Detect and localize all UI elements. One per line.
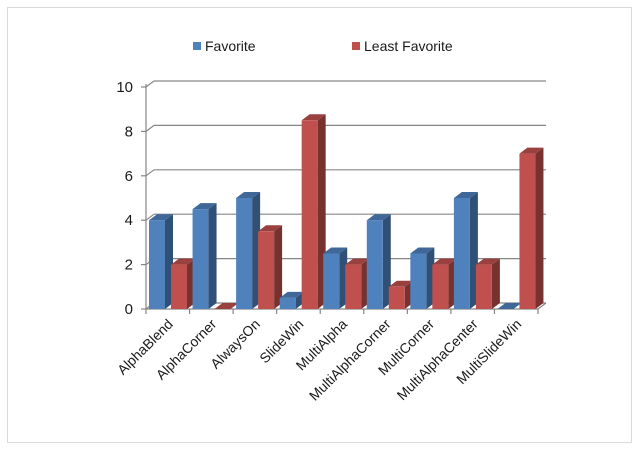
bar — [192, 203, 217, 309]
x-tick-label: MultiAlphaCenter — [394, 316, 481, 403]
bar-side — [491, 258, 500, 309]
bar — [366, 214, 391, 309]
bar — [323, 247, 348, 309]
bar-top — [171, 258, 195, 265]
bar-side — [274, 225, 283, 309]
bar-front — [475, 264, 492, 309]
bar-front — [453, 198, 470, 309]
bar — [214, 303, 239, 310]
bar-top — [279, 291, 304, 298]
bar-top — [236, 192, 261, 198]
bar — [388, 280, 413, 309]
bar-top — [432, 258, 457, 265]
bar — [410, 247, 435, 309]
bar — [258, 225, 283, 309]
bar-front — [388, 286, 405, 309]
bar-top — [149, 214, 173, 221]
bar — [301, 114, 326, 309]
bar-front — [192, 209, 209, 309]
bar-front — [279, 297, 296, 309]
bar-top — [323, 247, 348, 254]
y-tick-label: 8 — [125, 123, 133, 140]
bar-front — [519, 153, 536, 309]
bar-top — [214, 303, 239, 309]
bar-front — [345, 264, 362, 309]
bar-front — [258, 231, 275, 309]
bar-top — [497, 303, 522, 309]
bar-top — [366, 214, 391, 221]
y-tick-label: 6 — [125, 168, 133, 185]
bar — [475, 258, 500, 309]
legend-swatch-least-favorite — [352, 42, 360, 50]
gridline-side — [145, 124, 155, 132]
y-tick-label: 2 — [125, 257, 133, 274]
bar — [453, 192, 478, 309]
bar-front — [366, 220, 383, 309]
bar-top — [388, 280, 413, 287]
bar — [497, 303, 522, 310]
bar — [149, 214, 173, 309]
bar-side — [208, 203, 217, 309]
bar — [236, 192, 261, 309]
bar — [279, 291, 304, 309]
bar-side — [535, 147, 544, 309]
bar-top — [410, 247, 435, 254]
bar-top — [519, 147, 544, 154]
bar-front — [149, 220, 165, 309]
bar-front — [301, 120, 318, 309]
bar-front — [410, 253, 427, 309]
bar-top — [345, 258, 370, 265]
bar-side — [382, 214, 391, 309]
bar — [519, 147, 544, 309]
y-tick-label: 4 — [125, 212, 133, 229]
bar-front — [323, 253, 340, 309]
bar-front — [171, 264, 187, 309]
gridline-side — [145, 213, 155, 221]
legend-label-favorite: Favorite — [205, 38, 256, 54]
bar-front — [236, 198, 253, 309]
bar-front — [432, 264, 449, 309]
bar-top — [258, 225, 283, 232]
bar-top — [192, 203, 217, 210]
legend-item-favorite: Favorite — [193, 36, 256, 56]
legend-label-least-favorite: Least Favorite — [364, 38, 453, 54]
bar-top — [301, 114, 326, 121]
bar-top — [475, 258, 500, 265]
y-tick-label: 10 — [116, 79, 133, 96]
legend-swatch-favorite — [193, 42, 201, 50]
gridline-side — [145, 169, 155, 177]
bar — [432, 258, 457, 309]
y-tick-label: 0 — [125, 301, 133, 318]
x-axis-line-depth — [537, 302, 547, 310]
bar — [345, 258, 370, 309]
bar-top — [453, 192, 478, 198]
bar — [171, 258, 195, 309]
x-tick-label: MultiAlphaCorner — [306, 316, 394, 404]
legend-item-least-favorite: Least Favorite — [352, 36, 453, 56]
gridline-side — [145, 80, 155, 88]
